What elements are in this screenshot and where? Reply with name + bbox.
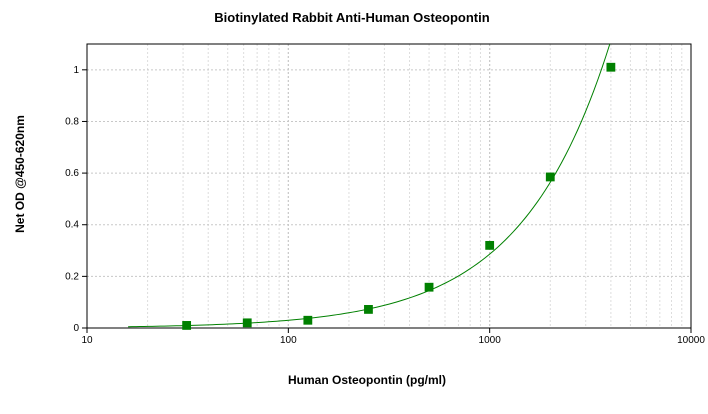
x-tick-label: 10 [81, 335, 93, 346]
y-axis-label: Net OD @450-620nm [13, 115, 27, 233]
y-axis: 0 0.2 0.4 0.6 0.8 1 [65, 65, 87, 334]
data-point [303, 315, 313, 325]
y-tick-label: 0 [73, 323, 79, 334]
grid [86, 44, 692, 329]
y-tick-label: 0.2 [65, 271, 79, 282]
data-point [242, 318, 252, 328]
y-tick-label: 0.6 [65, 168, 79, 179]
x-tick-label: 100 [280, 335, 297, 346]
data-point [364, 305, 373, 314]
x-tick-label: 10000 [677, 335, 705, 346]
data-point [485, 240, 495, 250]
x-axis-label: Human Osteopontin (pg/ml) [288, 373, 446, 387]
data-point [606, 62, 616, 72]
y-tick-label: 0.4 [65, 220, 79, 231]
data-point [424, 282, 434, 292]
plot-area [87, 44, 691, 328]
data-point [545, 172, 555, 182]
data-point [182, 321, 192, 330]
y-tick-label: 0.8 [65, 116, 79, 127]
x-axis: 10 100 1000 10000 [81, 328, 705, 346]
y-tick-label: 1 [73, 65, 79, 76]
plot-border [86, 43, 692, 329]
chart-title: Biotinylated Rabbit Anti-Human Osteopont… [214, 10, 489, 25]
x-tick-label: 1000 [479, 335, 502, 346]
data-points [182, 62, 616, 330]
